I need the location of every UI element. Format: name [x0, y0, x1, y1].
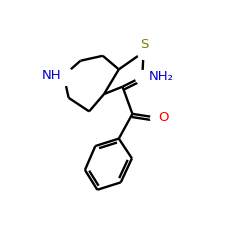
Text: NH₂: NH₂ [148, 70, 174, 83]
Text: NH: NH [42, 69, 62, 82]
Text: S: S [140, 38, 148, 51]
Text: O: O [158, 111, 169, 124]
